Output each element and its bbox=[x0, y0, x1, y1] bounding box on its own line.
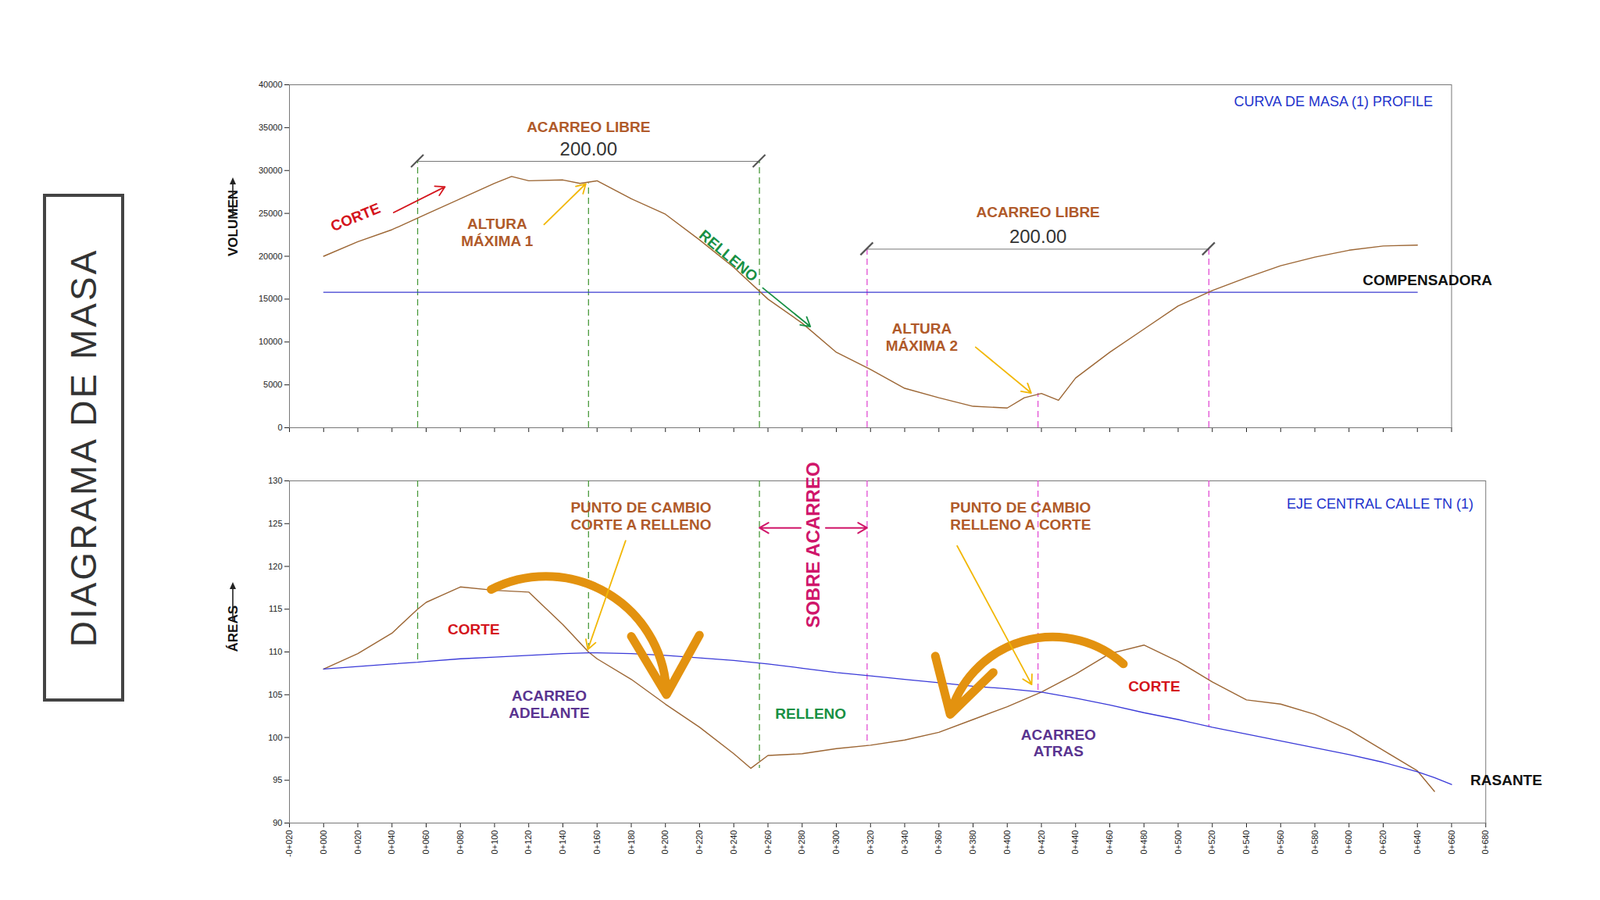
svg-text:PUNTO DE CAMBIOCORTE A RELLENO: PUNTO DE CAMBIOCORTE A RELLENO bbox=[570, 499, 711, 533]
svg-text:SOBRE ACARREO: SOBRE ACARREO bbox=[802, 461, 824, 628]
svg-text:0+140: 0+140 bbox=[557, 830, 568, 855]
svg-text:ACARREO LIBRE: ACARREO LIBRE bbox=[975, 203, 1100, 221]
svg-text:0+420: 0+420 bbox=[1036, 830, 1047, 855]
svg-text:95: 95 bbox=[272, 775, 283, 785]
svg-text:10000: 10000 bbox=[258, 336, 283, 347]
svg-text:PUNTO DE CAMBIORELLENO A CORTE: PUNTO DE CAMBIORELLENO A CORTE bbox=[950, 499, 1091, 533]
svg-text:RELLENO: RELLENO bbox=[696, 226, 761, 285]
svg-text:110: 110 bbox=[268, 646, 283, 657]
svg-text:ALTURAMÁXIMA 2: ALTURAMÁXIMA 2 bbox=[885, 320, 958, 354]
svg-text:200.00: 200.00 bbox=[560, 137, 618, 159]
svg-text:0+680: 0+680 bbox=[1480, 830, 1490, 855]
svg-text:0+600: 0+600 bbox=[1343, 830, 1354, 855]
svg-text:0+000: 0+000 bbox=[318, 830, 329, 855]
svg-text:CURVA DE MASA (1) PROFILE: CURVA DE MASA (1) PROFILE bbox=[1234, 93, 1433, 110]
svg-text:125: 125 bbox=[267, 518, 283, 529]
svg-text:ACARREO LIBRE: ACARREO LIBRE bbox=[526, 118, 650, 136]
svg-text:115: 115 bbox=[268, 603, 283, 614]
svg-text:0+540: 0+540 bbox=[1241, 830, 1251, 855]
svg-text:0+220: 0+220 bbox=[694, 830, 704, 855]
svg-text:90: 90 bbox=[272, 817, 283, 828]
svg-text:RASANTE: RASANTE bbox=[1470, 771, 1543, 789]
svg-text:0+160: 0+160 bbox=[592, 830, 602, 855]
svg-text:0+280: 0+280 bbox=[796, 830, 807, 855]
svg-text:0+120: 0+120 bbox=[523, 830, 533, 855]
svg-text:0+460: 0+460 bbox=[1104, 830, 1115, 855]
svg-text:EJE CENTRAL CALLE TN (1): EJE CENTRAL CALLE TN (1) bbox=[1286, 496, 1474, 512]
svg-text:0+300: 0+300 bbox=[831, 830, 841, 855]
svg-text:0+020: 0+020 bbox=[353, 830, 363, 855]
svg-text:0+360: 0+360 bbox=[933, 830, 943, 855]
svg-text:CORTE: CORTE bbox=[1128, 678, 1181, 695]
svg-text:0+240: 0+240 bbox=[728, 830, 739, 855]
svg-text:30000: 30000 bbox=[258, 165, 283, 175]
svg-text:0+500: 0+500 bbox=[1173, 830, 1183, 855]
svg-text:0+440: 0+440 bbox=[1070, 830, 1080, 855]
svg-text:0+620: 0+620 bbox=[1378, 830, 1388, 855]
svg-text:40000: 40000 bbox=[258, 79, 283, 90]
svg-text:0+560: 0+560 bbox=[1275, 830, 1286, 855]
svg-text:0+180: 0+180 bbox=[626, 830, 636, 855]
svg-text:130: 130 bbox=[267, 475, 283, 486]
svg-text:ALTURAMÁXIMA 1: ALTURAMÁXIMA 1 bbox=[460, 215, 534, 250]
svg-text:100: 100 bbox=[267, 732, 283, 743]
svg-text:0+320: 0+320 bbox=[865, 830, 875, 855]
svg-text:VOLUMEN: VOLUMEN bbox=[225, 189, 241, 257]
svg-text:ACARREOATRAS: ACARREOATRAS bbox=[1021, 726, 1097, 761]
svg-text:ÁREAS: ÁREAS bbox=[225, 605, 241, 652]
svg-text:0+380: 0+380 bbox=[967, 830, 978, 855]
svg-text:COMPENSADORA: COMPENSADORA bbox=[1362, 271, 1493, 289]
svg-text:-0+020: -0+020 bbox=[284, 830, 294, 858]
svg-text:0+060: 0+060 bbox=[421, 830, 431, 855]
svg-text:15000: 15000 bbox=[258, 293, 283, 304]
svg-text:0+480: 0+480 bbox=[1139, 830, 1149, 855]
svg-text:0+040: 0+040 bbox=[386, 830, 397, 855]
svg-text:0+520: 0+520 bbox=[1207, 830, 1217, 855]
svg-text:120: 120 bbox=[267, 561, 283, 572]
svg-text:0+660: 0+660 bbox=[1446, 830, 1457, 855]
svg-text:200.00: 200.00 bbox=[1009, 225, 1067, 247]
svg-text:0+640: 0+640 bbox=[1412, 830, 1422, 855]
html-text:DIAGRAMA DE MASA: DIAGRAMA DE MASA bbox=[63, 248, 104, 648]
svg-text:0+080: 0+080 bbox=[455, 830, 465, 855]
svg-text:0+400: 0+400 bbox=[1002, 830, 1012, 855]
svg-text:0: 0 bbox=[277, 422, 283, 433]
svg-text:0+100: 0+100 bbox=[489, 830, 500, 855]
svg-text:CORTE: CORTE bbox=[328, 200, 383, 235]
svg-text:ACARREOADELANTE: ACARREOADELANTE bbox=[508, 687, 590, 722]
svg-text:0+200: 0+200 bbox=[660, 830, 670, 855]
svg-text:20000: 20000 bbox=[258, 251, 283, 261]
svg-text:0+260: 0+260 bbox=[763, 830, 773, 855]
svg-text:0+340: 0+340 bbox=[900, 830, 910, 855]
svg-text:RELLENO: RELLENO bbox=[775, 705, 847, 722]
svg-text:5000: 5000 bbox=[263, 379, 283, 390]
svg-text:0+580: 0+580 bbox=[1310, 830, 1320, 855]
svg-text:CORTE: CORTE bbox=[447, 621, 500, 638]
svg-text:35000: 35000 bbox=[258, 122, 283, 133]
svg-text:25000: 25000 bbox=[258, 208, 283, 218]
svg-text:105: 105 bbox=[267, 689, 283, 700]
